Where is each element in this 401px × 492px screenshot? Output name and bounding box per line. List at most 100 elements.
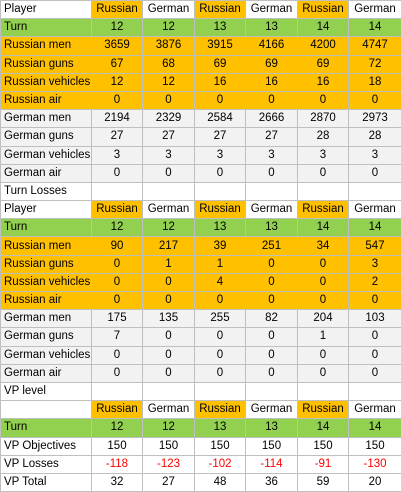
value-cell[interactable]: 2584 <box>195 110 246 128</box>
value-cell[interactable]: 13 <box>195 219 246 237</box>
row-label-cell[interactable]: Russian men <box>1 37 92 55</box>
value-cell[interactable]: German <box>246 201 298 219</box>
row-label-cell[interactable]: Player <box>1 1 92 19</box>
value-cell[interactable]: 34 <box>298 237 349 255</box>
value-cell[interactable]: 27 <box>195 128 246 146</box>
value-cell[interactable]: 4200 <box>298 37 349 55</box>
value-cell[interactable]: 13 <box>246 419 298 437</box>
value-cell[interactable]: 0 <box>195 364 246 382</box>
row-label-cell[interactable]: Russian guns <box>1 255 92 273</box>
value-cell[interactable]: 217 <box>143 237 195 255</box>
row-label-cell[interactable]: Russian guns <box>1 55 92 73</box>
value-cell[interactable]: 0 <box>143 328 195 346</box>
value-cell[interactable]: 69 <box>246 55 298 73</box>
value-cell[interactable]: 18 <box>349 73 401 91</box>
value-cell[interactable]: 0 <box>92 364 143 382</box>
value-cell[interactable]: 0 <box>195 164 246 182</box>
value-cell[interactable]: 14 <box>298 219 349 237</box>
row-label-cell[interactable]: Turn <box>1 419 92 437</box>
value-cell[interactable]: 14 <box>298 419 349 437</box>
value-cell[interactable]: 2194 <box>92 110 143 128</box>
row-label-cell[interactable]: Russian men <box>1 237 92 255</box>
value-cell[interactable]: 27 <box>246 128 298 146</box>
row-label-cell[interactable]: German guns <box>1 328 92 346</box>
value-cell[interactable]: 0 <box>143 91 195 109</box>
row-label-cell[interactable] <box>1 401 92 419</box>
value-cell[interactable]: 3 <box>92 146 143 164</box>
value-cell[interactable]: 135 <box>143 310 195 328</box>
value-cell[interactable]: 547 <box>349 237 401 255</box>
value-cell[interactable]: 0 <box>246 164 298 182</box>
value-cell[interactable]: 3 <box>349 255 401 273</box>
value-cell[interactable]: 13 <box>195 19 246 37</box>
value-cell[interactable]: 0 <box>143 273 195 291</box>
value-cell[interactable]: 0 <box>246 364 298 382</box>
value-cell[interactable]: 150 <box>349 437 401 455</box>
value-cell[interactable]: 0 <box>143 364 195 382</box>
value-cell[interactable]: 0 <box>246 346 298 364</box>
value-cell[interactable]: 0 <box>92 164 143 182</box>
value-cell[interactable]: 3659 <box>92 37 143 55</box>
row-label-cell[interactable]: German air <box>1 164 92 182</box>
value-cell[interactable]: 36 <box>246 473 298 491</box>
value-cell[interactable]: 67 <box>92 55 143 73</box>
value-cell[interactable]: Russian <box>298 401 349 419</box>
value-cell[interactable]: 0 <box>246 91 298 109</box>
value-cell[interactable]: 0 <box>92 273 143 291</box>
value-cell[interactable]: 2666 <box>246 110 298 128</box>
value-cell[interactable]: Russian <box>298 201 349 219</box>
value-cell[interactable]: 0 <box>195 328 246 346</box>
row-label-cell[interactable]: Turn <box>1 19 92 37</box>
value-cell[interactable]: 1 <box>298 328 349 346</box>
value-cell[interactable]: 13 <box>195 419 246 437</box>
value-cell[interactable]: 3 <box>143 146 195 164</box>
value-cell[interactable]: 90 <box>92 237 143 255</box>
value-cell[interactable]: German <box>143 1 195 19</box>
value-cell[interactable]: 12 <box>92 19 143 37</box>
value-cell[interactable]: 2329 <box>143 110 195 128</box>
value-cell[interactable]: 0 <box>298 164 349 182</box>
value-cell[interactable]: 0 <box>246 292 298 310</box>
value-cell[interactable]: 28 <box>349 128 401 146</box>
row-label-cell[interactable]: VP Losses <box>1 455 92 473</box>
value-cell[interactable]: 27 <box>92 128 143 146</box>
row-label-cell[interactable]: German men <box>1 310 92 328</box>
value-cell[interactable]: 72 <box>349 55 401 73</box>
value-cell[interactable]: Russian <box>195 201 246 219</box>
row-label-cell[interactable]: German vehicles <box>1 346 92 364</box>
value-cell[interactable]: 28 <box>298 128 349 146</box>
row-label-cell[interactable]: Russian vehicles <box>1 73 92 91</box>
value-cell[interactable]: Russian <box>298 1 349 19</box>
value-cell[interactable]: 0 <box>298 255 349 273</box>
value-cell[interactable]: 251 <box>246 237 298 255</box>
value-cell[interactable]: -91 <box>298 455 349 473</box>
value-cell[interactable]: Russian <box>92 401 143 419</box>
value-cell[interactable]: 0 <box>349 164 401 182</box>
value-cell[interactable]: 0 <box>298 364 349 382</box>
value-cell[interactable]: 0 <box>349 364 401 382</box>
value-cell[interactable]: 68 <box>143 55 195 73</box>
value-cell[interactable]: 0 <box>349 346 401 364</box>
value-cell[interactable]: 0 <box>195 292 246 310</box>
value-cell[interactable]: 4 <box>195 273 246 291</box>
value-cell[interactable]: 0 <box>349 328 401 346</box>
value-cell[interactable]: 0 <box>298 91 349 109</box>
value-cell[interactable]: German <box>246 401 298 419</box>
value-cell[interactable]: 14 <box>349 419 401 437</box>
value-cell[interactable]: -130 <box>349 455 401 473</box>
value-cell[interactable]: 2973 <box>349 110 401 128</box>
value-cell[interactable]: 12 <box>143 73 195 91</box>
section-title[interactable]: Turn Losses <box>1 182 92 200</box>
value-cell[interactable]: 69 <box>298 55 349 73</box>
value-cell[interactable]: Russian <box>92 1 143 19</box>
value-cell[interactable]: 255 <box>195 310 246 328</box>
value-cell[interactable]: 150 <box>246 437 298 455</box>
value-cell[interactable]: 12 <box>92 419 143 437</box>
value-cell[interactable]: 4166 <box>246 37 298 55</box>
value-cell[interactable]: 39 <box>195 237 246 255</box>
value-cell[interactable]: 13 <box>246 19 298 37</box>
value-cell[interactable]: German <box>349 201 401 219</box>
value-cell[interactable]: 4747 <box>349 37 401 55</box>
row-label-cell[interactable]: German guns <box>1 128 92 146</box>
value-cell[interactable]: 150 <box>195 437 246 455</box>
